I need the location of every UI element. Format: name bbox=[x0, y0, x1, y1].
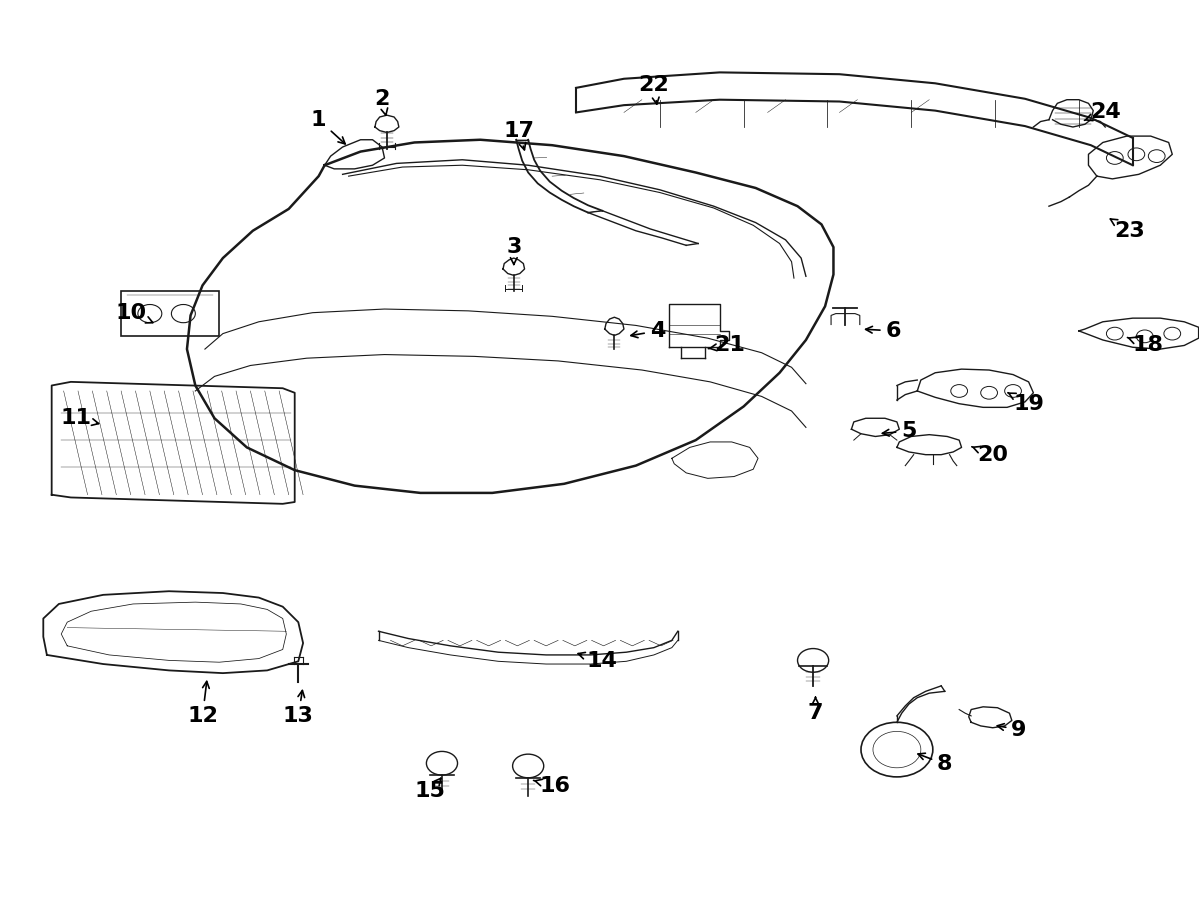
Text: 5: 5 bbox=[882, 421, 917, 441]
Text: 9: 9 bbox=[997, 719, 1027, 740]
Text: 24: 24 bbox=[1085, 102, 1121, 122]
Text: 3: 3 bbox=[506, 237, 522, 265]
Text: 22: 22 bbox=[638, 75, 670, 104]
Text: 21: 21 bbox=[708, 335, 745, 355]
Text: 1: 1 bbox=[311, 110, 346, 144]
Text: 2: 2 bbox=[374, 89, 390, 115]
Text: 12: 12 bbox=[187, 681, 218, 726]
Text: 15: 15 bbox=[414, 778, 445, 802]
Text: 6: 6 bbox=[865, 320, 901, 341]
Text: 17: 17 bbox=[503, 121, 534, 150]
Bar bbox=[121, 291, 220, 336]
Text: 18: 18 bbox=[1128, 335, 1164, 355]
Text: 8: 8 bbox=[918, 753, 953, 774]
Text: 10: 10 bbox=[115, 303, 152, 323]
Text: 23: 23 bbox=[1110, 219, 1145, 241]
Text: 13: 13 bbox=[283, 690, 313, 726]
Text: 4: 4 bbox=[631, 320, 665, 341]
Text: 7: 7 bbox=[808, 698, 823, 723]
Text: 19: 19 bbox=[1008, 393, 1044, 414]
Text: 16: 16 bbox=[534, 776, 570, 796]
Text: 14: 14 bbox=[578, 651, 618, 671]
Text: 20: 20 bbox=[972, 445, 1008, 465]
Text: 11: 11 bbox=[60, 408, 98, 428]
